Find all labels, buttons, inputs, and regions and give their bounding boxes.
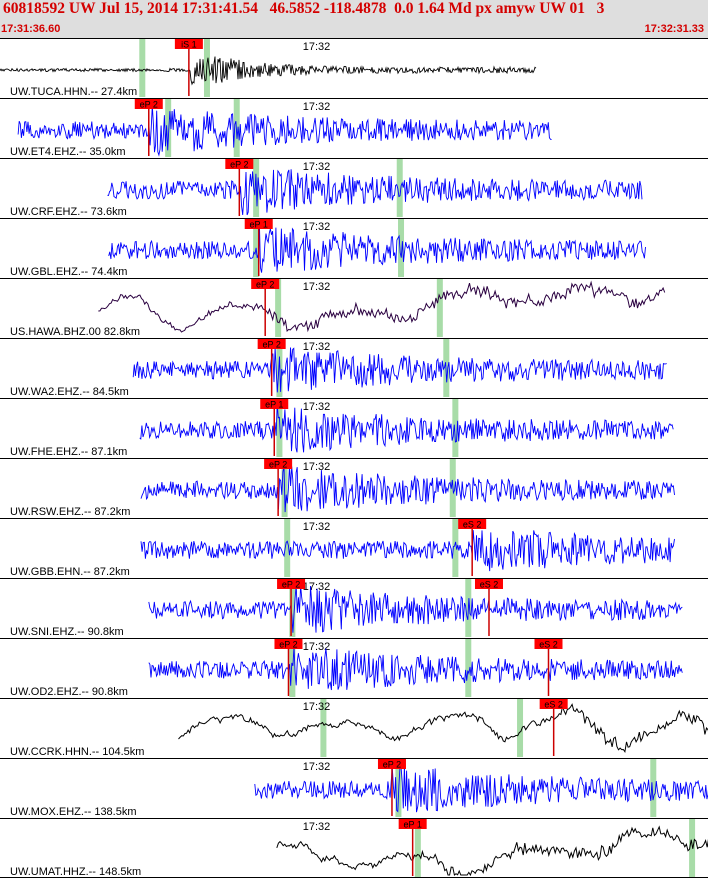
pick-label: eP 2 — [383, 760, 401, 770]
pick-label-box — [277, 579, 306, 589]
event-header: 60818592 UW Jul 15, 2014 17:31:41.54 46.… — [0, 0, 708, 38]
pick-label-box — [260, 399, 289, 409]
minute-mark-label: 17:32 — [303, 641, 331, 653]
pick-label-box — [274, 639, 303, 649]
waveform-trace — [254, 765, 708, 813]
minute-mark-label: 17:32 — [303, 701, 331, 713]
minute-mark-label: 17:32 — [303, 341, 331, 353]
arrival-marker — [436, 279, 443, 337]
station-label: UW.OD2.EHZ.-- 90.8km — [10, 686, 128, 698]
pick-label: eP 2 — [230, 160, 248, 170]
arrival-marker — [289, 639, 296, 697]
pick-label: eP 1 — [403, 820, 421, 830]
arrival-marker — [139, 39, 146, 97]
pick-label-box — [474, 579, 503, 589]
arrival-marker — [465, 639, 472, 697]
waveform-trace — [178, 703, 708, 753]
pick-label: eP 1 — [250, 220, 268, 230]
minute-mark-label: 17:32 — [303, 161, 331, 173]
arrival-marker — [289, 579, 296, 637]
pick-label-box — [539, 699, 568, 709]
station-label: UW.WA2.EHZ.-- 84.5km — [10, 386, 129, 398]
pick-label-box — [174, 39, 203, 49]
arrival-marker — [452, 519, 459, 577]
station-label: UW.RSW.EHZ.-- 87.2km — [10, 506, 130, 518]
minute-mark-label: 17:32 — [303, 461, 331, 473]
minute-mark-label: 17:32 — [303, 401, 331, 413]
pick-label: eS 2 — [463, 520, 482, 530]
pick-label-box — [244, 219, 273, 229]
arrival-marker — [165, 99, 172, 157]
pick-label-box — [225, 159, 254, 169]
pick-label: eP 2 — [262, 340, 280, 350]
pick-label: eS 2 — [539, 640, 558, 650]
waveform-trace — [148, 647, 683, 691]
arrival-marker — [650, 759, 657, 817]
arrival-marker — [689, 819, 696, 877]
waveform-trace — [17, 105, 552, 157]
minute-mark-label: 17:32 — [303, 521, 331, 533]
station-label: UW.GBL.EHZ.-- 74.4km — [10, 266, 127, 278]
waveform-trace — [276, 825, 708, 877]
station-label: UW.TUCA.HHN.-- 27.4km — [10, 86, 137, 98]
waveform-trace — [148, 584, 683, 633]
minute-mark-label: 17:32 — [303, 41, 331, 53]
pick-label: iS 1 — [181, 40, 197, 50]
arrival-marker — [275, 279, 282, 337]
arrival-marker — [276, 399, 283, 457]
arrival-marker — [284, 519, 291, 577]
station-label: UW.SNI.EHZ.-- 90.8km — [10, 626, 124, 638]
pick-label-box — [534, 639, 563, 649]
waveform-trace — [107, 169, 643, 216]
pick-label: eP 2 — [256, 280, 274, 290]
pick-label-box — [458, 519, 487, 529]
station-label: UW.UMAT.HHZ.-- 148.5km — [10, 866, 141, 878]
pick-label: eP 2 — [282, 580, 300, 590]
arrival-marker — [414, 819, 421, 877]
waveform-trace — [140, 530, 675, 572]
station-label: UW.CCRK.HHN.-- 104.5km — [10, 746, 144, 758]
waveform-trace — [132, 346, 667, 393]
pick-label-box — [257, 339, 286, 349]
pick-label: eP 2 — [269, 460, 287, 470]
pick-label-box — [134, 99, 163, 109]
end-time-label: 17:32:31.33 — [644, 23, 704, 35]
station-label: UW.GBB.EHN.-- 87.2km — [10, 566, 130, 578]
station-label: UW.ET4.EHZ.-- 35.0km — [10, 146, 126, 158]
minute-mark-label: 17:32 — [303, 101, 331, 113]
arrival-marker — [396, 159, 403, 217]
waveform-trace — [98, 280, 666, 333]
pick-label: eP 2 — [279, 640, 297, 650]
station-label: UW.FHE.EHZ.-- 87.1km — [10, 446, 127, 458]
station-label: US.HAWA.BHZ.00 82.8km — [10, 326, 140, 338]
waveform-trace — [0, 56, 537, 86]
minute-mark-label: 17:32 — [303, 581, 331, 593]
arrival-marker — [398, 219, 405, 277]
waveform-trace — [108, 223, 646, 273]
pick-label: eS 2 — [480, 580, 499, 590]
start-time-label: 17:31:36.60 — [1, 23, 61, 35]
minute-mark-label: 17:32 — [303, 821, 331, 833]
station-label: UW.MOX.EHZ.-- 138.5km — [10, 806, 137, 818]
station-label: UW.CRF.EHZ.-- 73.6km — [10, 206, 127, 218]
minute-mark-label: 17:32 — [303, 221, 331, 233]
pick-label-box — [398, 819, 427, 829]
minute-mark-label: 17:32 — [303, 281, 331, 293]
waveform-trace — [139, 404, 674, 453]
event-summary: 60818592 UW Jul 15, 2014 17:31:41.54 46.… — [3, 0, 605, 17]
pick-label: eS 2 — [544, 700, 563, 710]
pick-label-box — [377, 759, 406, 769]
pick-label-box — [264, 459, 293, 469]
minute-mark-label: 17:32 — [303, 761, 331, 773]
pick-label: eP 1 — [265, 400, 283, 410]
arrival-marker — [517, 699, 524, 757]
pick-label-box — [251, 279, 280, 289]
arrival-marker — [452, 399, 459, 457]
arrival-marker — [320, 699, 327, 757]
waveform-trace — [140, 465, 675, 513]
pick-label: eP 2 — [140, 100, 158, 110]
